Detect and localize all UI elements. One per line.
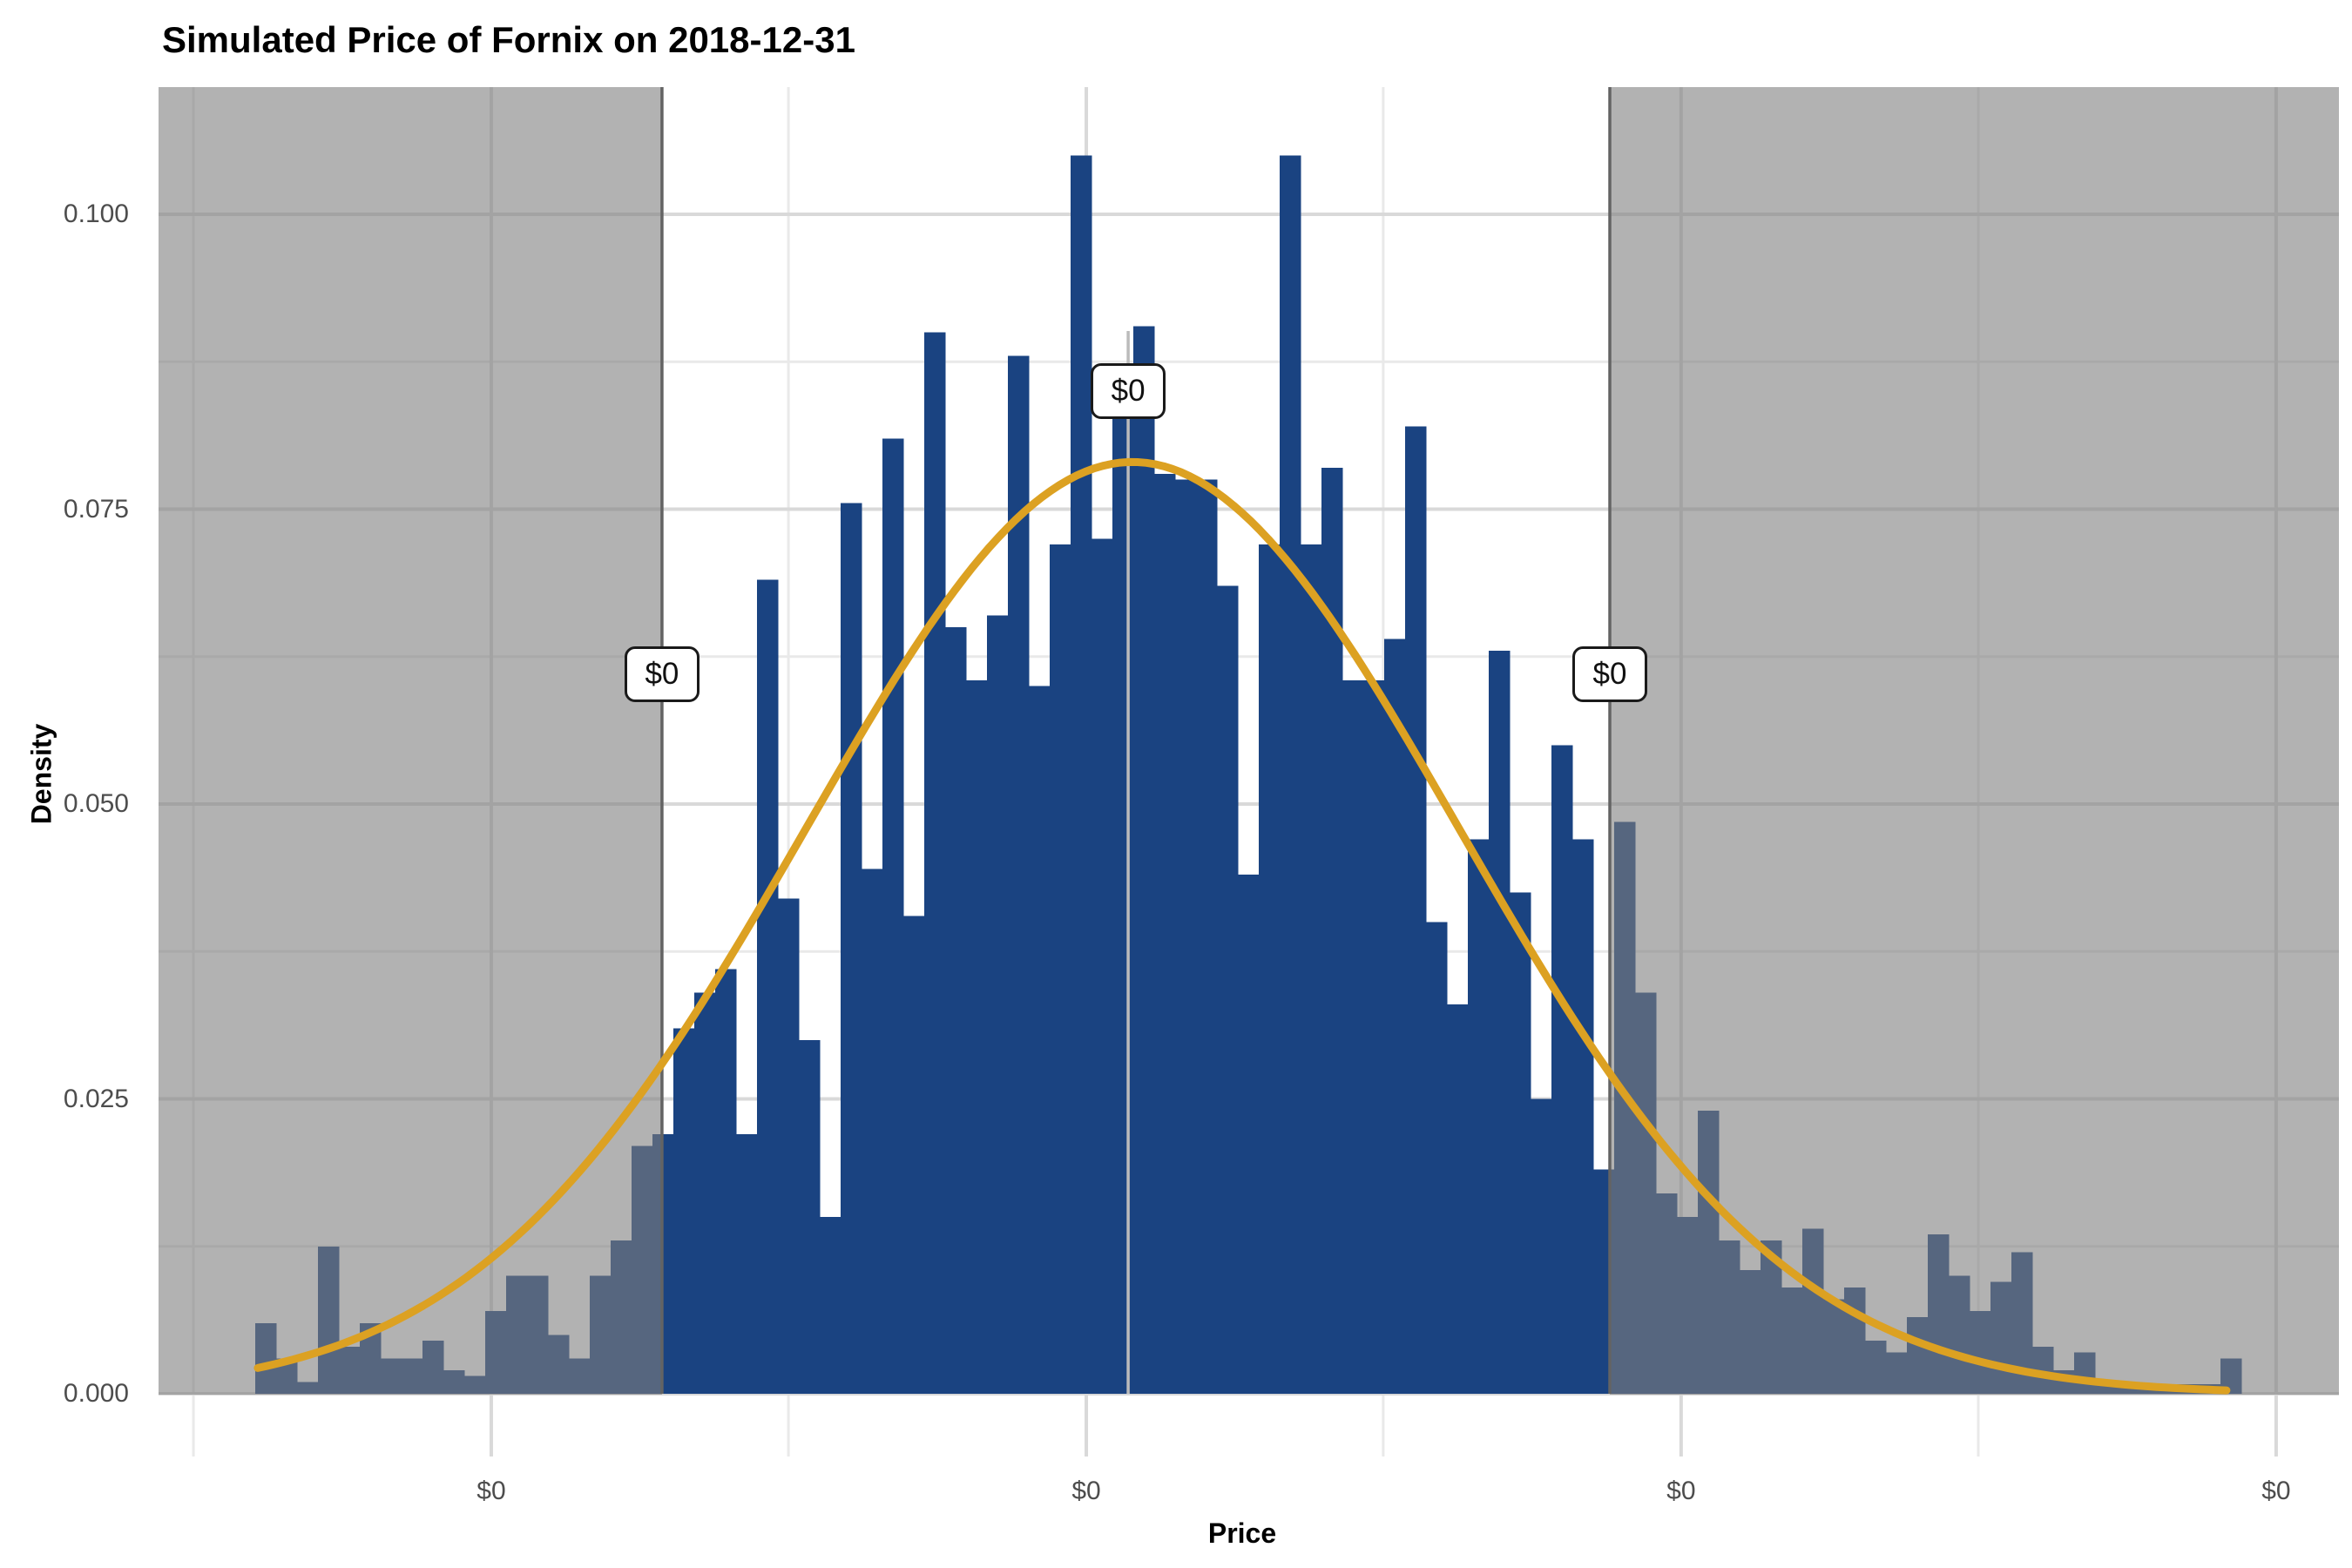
histogram-bar (987, 615, 1009, 1394)
histogram-bar (924, 332, 946, 1394)
histogram-bar (882, 438, 904, 1394)
histogram-bar (715, 969, 737, 1394)
histogram-bar (1363, 679, 1385, 1394)
histogram-bar (1217, 585, 1239, 1394)
histogram-bar (1426, 922, 1448, 1394)
plot-svg (159, 87, 2339, 1456)
histogram-bar (1092, 538, 1113, 1394)
histogram-bar (1071, 155, 1092, 1394)
x-tick-label: $0 (2261, 1477, 2291, 1505)
annotation-label-mean: $0 (1091, 362, 1166, 419)
histogram-bar (1531, 1098, 1552, 1394)
histogram-bar (1050, 544, 1071, 1394)
y-tick-label: 0.000 (63, 1379, 129, 1408)
histogram-bar (841, 503, 862, 1394)
histogram-bar (1112, 368, 1134, 1394)
histogram-bar (1384, 639, 1406, 1394)
annotation-label-upper-quantile: $0 (1571, 646, 1647, 703)
histogram-bar (1447, 1004, 1469, 1394)
histogram-bar (1405, 426, 1427, 1395)
histogram-bar (1489, 650, 1511, 1394)
histogram-bar (1154, 473, 1176, 1394)
histogram-bar (673, 1028, 695, 1394)
histogram-bar (1510, 892, 1531, 1394)
histogram-bar (757, 579, 779, 1394)
histogram-bar (1238, 875, 1260, 1394)
plot-panel (159, 87, 2339, 1456)
histogram-bar (1280, 155, 1301, 1394)
x-tick-label: $0 (476, 1477, 506, 1505)
histogram-bar (1133, 326, 1155, 1394)
histogram-bar (903, 916, 925, 1394)
histogram-bar (862, 868, 883, 1394)
histogram-bar (736, 1134, 758, 1394)
histogram-bar (1301, 544, 1322, 1394)
x-tick-label: $0 (1071, 1477, 1101, 1505)
density-curve (253, 457, 2231, 1395)
y-tick-label: 0.050 (63, 789, 129, 818)
confidence-band-left (159, 87, 662, 1395)
y-tick-label: 0.025 (63, 1084, 129, 1113)
histogram-bar (1342, 679, 1364, 1394)
histogram-bar (1259, 544, 1281, 1394)
histogram-bar (1551, 745, 1573, 1394)
histogram-bar (945, 626, 967, 1394)
histogram-bar (1468, 839, 1490, 1394)
y-tick-label: 0.075 (63, 494, 129, 524)
annotation-label-lower-quantile: $0 (624, 646, 700, 703)
histogram-bar (694, 992, 716, 1394)
histogram-bar (799, 1039, 821, 1394)
x-tick-label: $0 (1666, 1477, 1696, 1505)
histogram-bar (778, 898, 800, 1394)
histogram-bar (1196, 479, 1218, 1394)
confidence-band-right (1609, 87, 2339, 1395)
histogram-bar (1029, 686, 1051, 1394)
y-tick-label: 0.100 (63, 199, 129, 228)
histogram-bar (966, 679, 988, 1394)
histogram-bar (820, 1216, 841, 1394)
histogram-bar (1572, 839, 1594, 1394)
histogram-bar (1175, 479, 1197, 1394)
chart-title: Simulated Price of Fornix on 2018-12-31 (162, 19, 855, 60)
x-axis-title: Price (1207, 1517, 1277, 1549)
